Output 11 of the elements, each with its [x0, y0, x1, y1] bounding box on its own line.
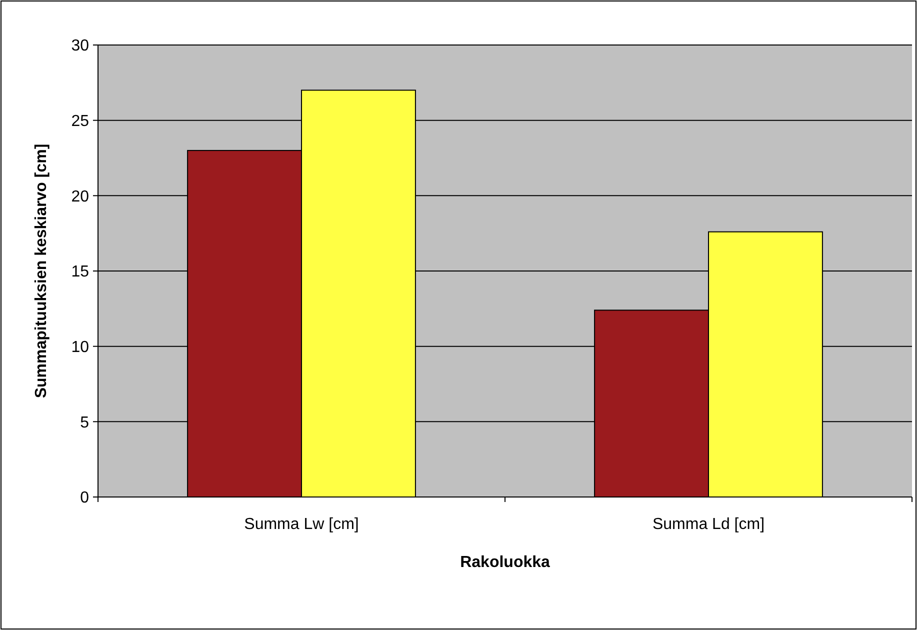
x-tick-label: Summa Lw [cm] — [244, 516, 359, 533]
x-tick-label: Summa Ld [cm] — [652, 516, 765, 533]
y-tick-label: 0 — [80, 490, 90, 507]
x-axis-title: Rakoluokka — [460, 554, 550, 571]
y-tick-label: 10 — [71, 338, 90, 356]
y-tick-label: 15 — [71, 264, 90, 281]
y-tick-label: 25 — [71, 112, 90, 130]
y-tick-label: 30 — [71, 38, 90, 55]
y-tick-label: 20 — [71, 188, 90, 206]
y-axis-title: Summapituuksien keskiarvo [cm] — [33, 144, 50, 398]
y-tick-label: 5 — [80, 414, 90, 432]
